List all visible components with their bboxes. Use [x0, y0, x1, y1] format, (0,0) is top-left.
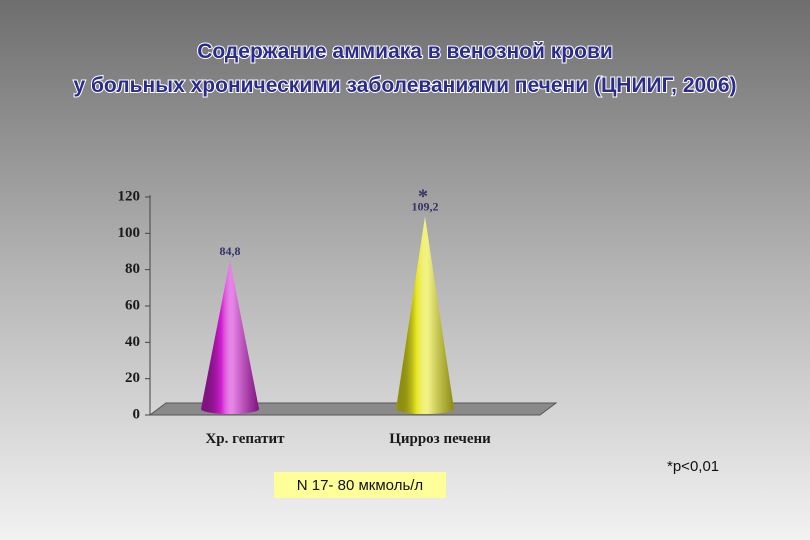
reference-note: N 17- 80 мкмоль/л — [297, 477, 423, 494]
value-label: 109,2 — [412, 200, 439, 214]
y-tick-label: 20 — [125, 370, 140, 386]
chart-title: Содержание аммиака в венозной крови — [197, 40, 613, 63]
significance-mark: * — [418, 186, 428, 208]
value-label: 84,8 — [220, 244, 241, 258]
y-tick-label: 60 — [125, 297, 140, 313]
chart-title: у больных хроническими заболеваниями печ… — [73, 74, 736, 97]
note-box — [274, 472, 446, 498]
x-tick-label: Хр. гепатит — [205, 431, 285, 447]
y-tick-label: 80 — [125, 261, 140, 277]
y-tick-label: 100 — [118, 225, 141, 241]
y-tick-label: 0 — [133, 406, 141, 422]
significance-note: *р<0,01 — [667, 458, 719, 475]
x-tick-label: Цирроз печени — [389, 431, 491, 447]
y-tick-label: 40 — [125, 334, 140, 350]
y-tick-label: 120 — [118, 188, 141, 204]
